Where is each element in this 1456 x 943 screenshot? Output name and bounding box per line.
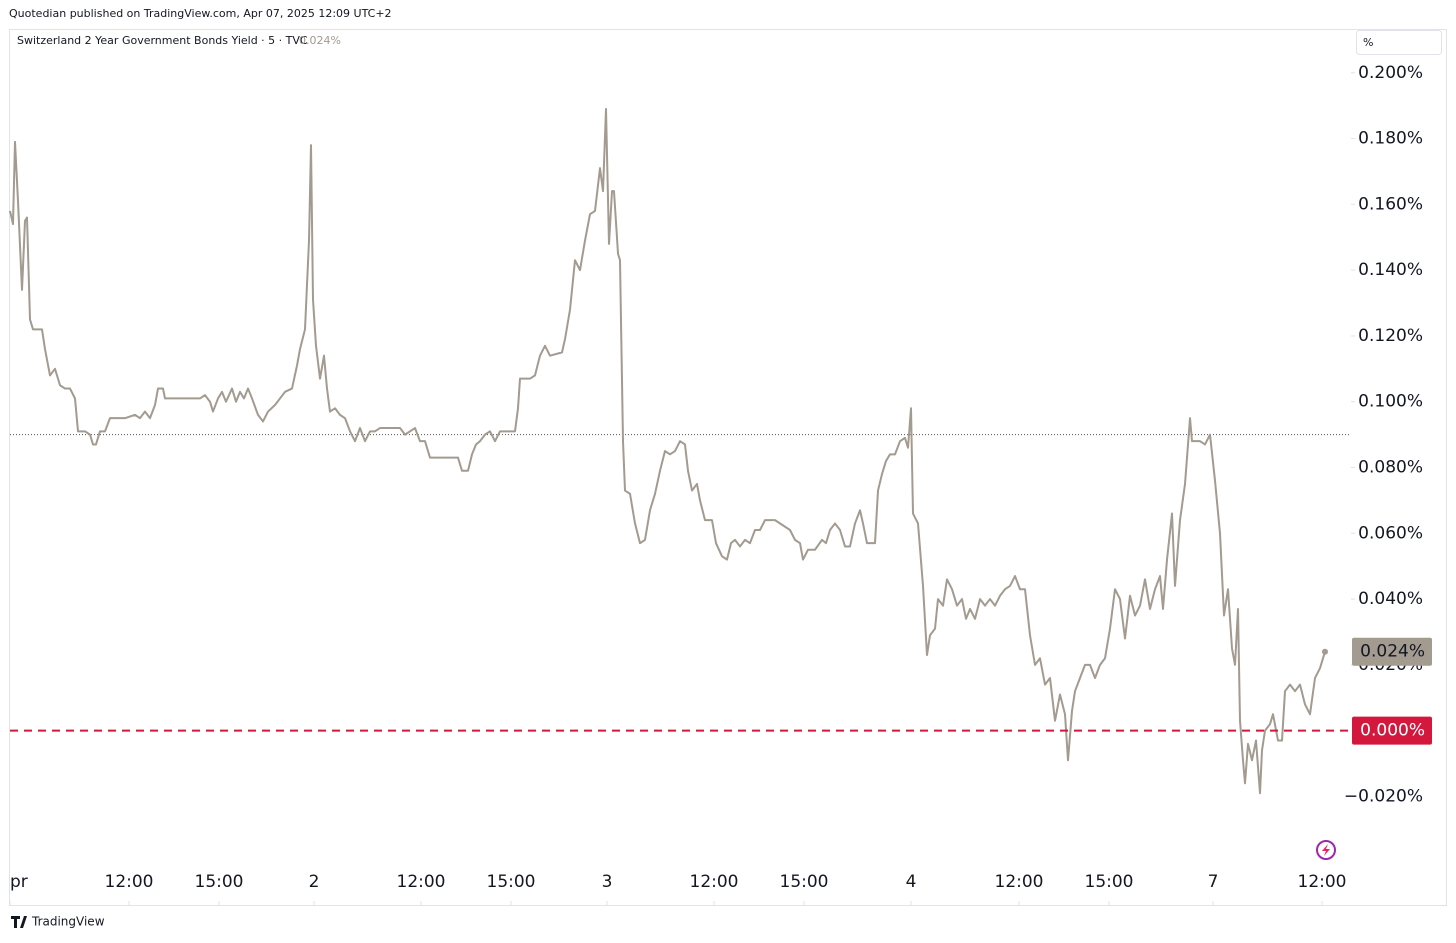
- x-tick-label: pr: [10, 872, 28, 892]
- x-tick-label: 12:00: [397, 872, 446, 892]
- y-tick-label: −0.020%: [1344, 786, 1423, 806]
- price-line: [9, 107, 1326, 795]
- series-title: Switzerland 2 Year Government Bonds Yiel…: [17, 34, 308, 47]
- horizontal-line-label-box: [1352, 716, 1432, 745]
- x-tick-label: 15:00: [195, 872, 244, 892]
- y-tick-label: 0.100%: [1358, 392, 1423, 412]
- x-tick-label: 7: [1208, 872, 1219, 892]
- x-tick-label: 12:00: [1298, 872, 1347, 892]
- x-tick-label: 2: [309, 872, 320, 892]
- x-tick-label: 12:00: [995, 872, 1044, 892]
- x-tick-label: 12:00: [105, 872, 154, 892]
- y-tick-label: 0.040%: [1358, 589, 1423, 609]
- y-tick-label: 0.160%: [1358, 194, 1423, 214]
- logo-mark: [11, 916, 27, 928]
- alert-circle[interactable]: [1316, 840, 1336, 860]
- unit-label[interactable]: %: [1363, 36, 1373, 49]
- x-tick-label: 15:00: [1085, 872, 1134, 892]
- y-tick-label: 0.060%: [1358, 523, 1423, 543]
- last-point: [1322, 648, 1328, 655]
- last-value-label: 0.024%: [1360, 642, 1425, 662]
- horizontal-line-label: 0.000%: [1360, 721, 1425, 741]
- legend-last-value: 0.024%: [299, 34, 341, 47]
- alert-icon[interactable]: [1316, 840, 1336, 860]
- watermark: TradingView: [31, 915, 105, 929]
- x-tick-label: 4: [906, 872, 917, 892]
- x-tick-label: 12:00: [690, 872, 739, 892]
- logo: [11, 916, 27, 928]
- y-tick-label: 0.140%: [1358, 260, 1423, 280]
- chart-frame: [9, 29, 1447, 906]
- y-tick-label: 0.180%: [1358, 129, 1423, 149]
- x-tick-label: 15:00: [780, 872, 829, 892]
- x-tick-label: 15:00: [487, 872, 536, 892]
- published-note: Quotedian published on TradingView.com, …: [9, 7, 392, 20]
- x-tick-label: 3: [602, 872, 613, 892]
- alert-bolt[interactable]: [1322, 844, 1330, 856]
- y-tick-label: 0.080%: [1358, 458, 1423, 478]
- last-value-box: [1352, 637, 1432, 666]
- y-tick-label: 0.200%: [1358, 63, 1423, 83]
- unit-box[interactable]: [1356, 30, 1442, 55]
- y-tick-label: 0.120%: [1358, 326, 1423, 346]
